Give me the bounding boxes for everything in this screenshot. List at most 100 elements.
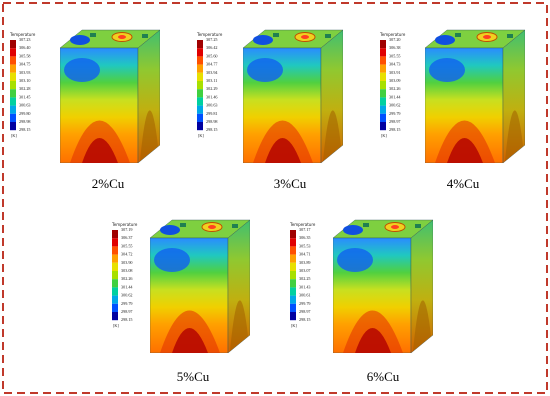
legend-value: 300.62 bbox=[389, 103, 401, 108]
thermal-block bbox=[60, 29, 160, 163]
legend-swatch bbox=[380, 72, 386, 81]
legend-value: 303.09 bbox=[389, 78, 401, 83]
legend-swatch bbox=[380, 113, 386, 122]
thermal-block bbox=[150, 219, 250, 353]
legend-swatch bbox=[290, 295, 296, 304]
legend-title: Temperature bbox=[111, 222, 138, 227]
legend-title: Temperature bbox=[196, 32, 223, 37]
legend-swatch bbox=[197, 105, 203, 114]
panel-caption: 5%Cu bbox=[177, 369, 210, 384]
legend-value: 303.07 bbox=[299, 268, 311, 273]
legend-value: 298.98 bbox=[19, 119, 31, 124]
legend-value: 304.71 bbox=[299, 252, 311, 257]
panel-caption: 6%Cu bbox=[367, 369, 400, 384]
legend-value: 298.15 bbox=[206, 127, 218, 132]
legend-value: 307.23 bbox=[19, 37, 31, 42]
legend-swatch bbox=[290, 271, 296, 280]
legend-value: 303.93 bbox=[19, 70, 31, 75]
legend-value: 298.97 bbox=[299, 309, 311, 314]
legend-swatch bbox=[380, 81, 386, 90]
legend-swatch bbox=[290, 230, 296, 239]
legend-value: 299.79 bbox=[299, 301, 311, 306]
legend-swatch bbox=[197, 64, 203, 73]
legend-value: 302.25 bbox=[299, 276, 311, 281]
legend-swatch bbox=[112, 254, 118, 263]
legend-value: 302.28 bbox=[19, 86, 31, 91]
legend-swatch bbox=[112, 238, 118, 247]
legend-value: 299.79 bbox=[121, 301, 133, 306]
legend-swatch bbox=[290, 238, 296, 247]
legend-value: 303.10 bbox=[19, 78, 31, 83]
legend-swatch bbox=[10, 56, 16, 65]
legend-swatch bbox=[290, 254, 296, 263]
legend-unit: [K] bbox=[198, 133, 204, 138]
legend-swatch bbox=[10, 105, 16, 114]
legend-swatch bbox=[10, 40, 16, 49]
legend-swatch bbox=[112, 295, 118, 304]
legend-value: 304.77 bbox=[206, 62, 218, 67]
legend-value: 301.46 bbox=[206, 94, 218, 99]
legend-swatch bbox=[112, 262, 118, 271]
legend-value: 300.61 bbox=[299, 293, 311, 298]
legend-title: Temperature bbox=[289, 222, 316, 227]
legend-swatch bbox=[10, 89, 16, 98]
legend-value: 300.63 bbox=[19, 103, 31, 108]
legend-value: 301.43 bbox=[299, 284, 311, 289]
legend-value: 298.97 bbox=[389, 119, 401, 124]
legend-swatch bbox=[197, 72, 203, 81]
legend-swatch bbox=[10, 64, 16, 73]
legend-swatch bbox=[10, 81, 16, 90]
legend-unit: [K] bbox=[291, 323, 297, 328]
legend-value: 300.62 bbox=[121, 293, 133, 298]
legend-value: 302.29 bbox=[206, 86, 218, 91]
legend-value: 298.15 bbox=[389, 127, 401, 132]
legend-swatch bbox=[112, 271, 118, 280]
legend-value: 304.75 bbox=[19, 62, 31, 67]
legend-value: 307.25 bbox=[206, 37, 218, 42]
legend-swatch bbox=[10, 122, 16, 131]
thermal-block bbox=[333, 219, 433, 353]
legend-value: 303.89 bbox=[299, 260, 311, 265]
legend-value: 304.72 bbox=[121, 252, 133, 257]
legend-swatch bbox=[112, 312, 118, 321]
legend-swatch bbox=[112, 230, 118, 239]
panel-caption: 3%Cu bbox=[274, 176, 307, 191]
legend-swatch bbox=[10, 97, 16, 106]
legend-swatch bbox=[290, 279, 296, 288]
legend-value: 301.45 bbox=[19, 94, 31, 99]
legend-value: 306.40 bbox=[19, 45, 31, 50]
legend-value: 298.98 bbox=[206, 119, 218, 124]
legend-swatch bbox=[380, 48, 386, 57]
legend-swatch bbox=[197, 40, 203, 49]
legend-swatch bbox=[197, 56, 203, 65]
legend-value: 305.53 bbox=[299, 243, 311, 248]
legend-swatch bbox=[380, 64, 386, 73]
legend-swatch bbox=[10, 72, 16, 81]
legend-value: 304.73 bbox=[389, 62, 401, 67]
legend-value: 299.79 bbox=[389, 111, 401, 116]
legend-value: 301.44 bbox=[389, 94, 401, 99]
legend-value: 302.26 bbox=[389, 86, 401, 91]
legend-value: 300.63 bbox=[206, 103, 218, 108]
legend-swatch bbox=[197, 81, 203, 90]
legend-swatch bbox=[112, 303, 118, 312]
legend-value: 303.08 bbox=[121, 268, 133, 273]
thermal-block bbox=[425, 29, 525, 163]
legend-value: 307.17 bbox=[299, 227, 311, 232]
legend-value: 303.90 bbox=[121, 260, 133, 265]
legend-value: 307.20 bbox=[389, 37, 401, 42]
legend-value: 305.55 bbox=[121, 243, 133, 248]
legend-value: 299.81 bbox=[206, 111, 218, 116]
legend-value: 306.35 bbox=[299, 235, 311, 240]
legend-value: 306.38 bbox=[389, 45, 401, 50]
legend-unit: [K] bbox=[381, 133, 387, 138]
legend-swatch bbox=[10, 48, 16, 57]
legend-swatch bbox=[10, 113, 16, 122]
legend-swatch bbox=[290, 287, 296, 296]
panel-caption: 2%Cu bbox=[92, 176, 125, 191]
